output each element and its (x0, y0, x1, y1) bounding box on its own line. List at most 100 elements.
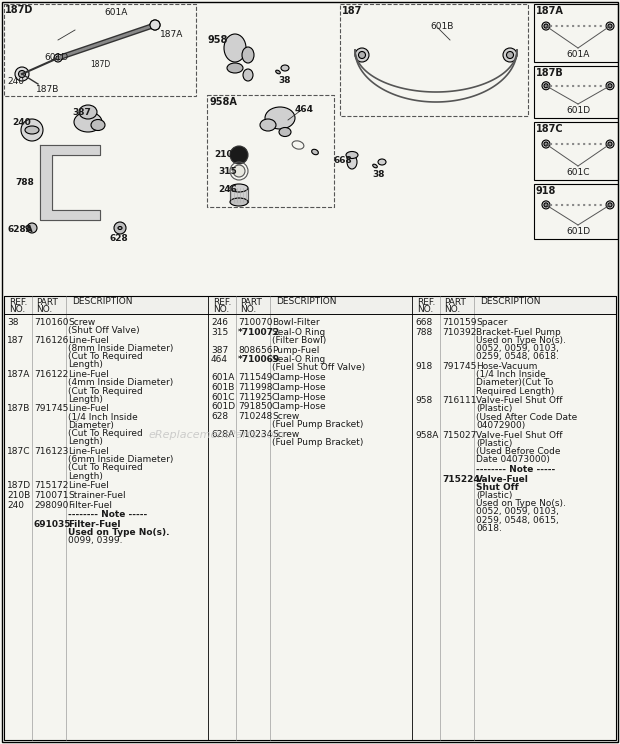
Text: 387: 387 (72, 108, 91, 117)
Text: NO.: NO. (444, 305, 460, 314)
Text: 0618.: 0618. (476, 524, 502, 533)
Text: Screw: Screw (272, 412, 299, 421)
Text: 187A: 187A (160, 30, 184, 39)
Text: (Shut Off Valve): (Shut Off Valve) (68, 326, 140, 336)
Text: 187B: 187B (7, 405, 30, 414)
Text: Clamp-Hose: Clamp-Hose (272, 393, 327, 402)
Text: 716123: 716123 (34, 447, 68, 456)
Text: NO.: NO. (9, 305, 25, 314)
Text: Line-Fuel: Line-Fuel (68, 405, 109, 414)
Text: 958A: 958A (209, 97, 237, 107)
Text: REF.: REF. (9, 298, 27, 307)
Polygon shape (40, 145, 100, 220)
Text: 715224: 715224 (442, 475, 480, 484)
Text: Pump-Fuel: Pump-Fuel (272, 346, 319, 355)
Text: Clamp-Hose: Clamp-Hose (272, 403, 327, 411)
Text: 187C: 187C (536, 124, 564, 134)
Text: Line-Fuel: Line-Fuel (68, 447, 109, 456)
Circle shape (608, 142, 612, 146)
Text: 791745: 791745 (34, 405, 68, 414)
Text: 315: 315 (218, 167, 237, 176)
Ellipse shape (260, 119, 276, 131)
Text: 38: 38 (372, 170, 384, 179)
Text: 187D: 187D (7, 481, 31, 490)
Text: 298090: 298090 (34, 501, 68, 510)
Text: 691035: 691035 (34, 520, 71, 529)
Text: 601B: 601B (211, 383, 234, 392)
Bar (207, 95, 334, 207)
Text: Screw: Screw (68, 318, 95, 327)
Ellipse shape (242, 47, 254, 63)
Text: 601B: 601B (430, 22, 453, 31)
Text: Clamp-Hose: Clamp-Hose (272, 373, 327, 382)
Text: 958: 958 (208, 35, 228, 45)
Text: Length): Length) (68, 395, 103, 404)
Circle shape (355, 48, 369, 62)
Text: NO.: NO. (36, 305, 52, 314)
Ellipse shape (230, 198, 248, 206)
Text: 387: 387 (211, 346, 228, 355)
Text: Valve-Fuel Shut Off: Valve-Fuel Shut Off (476, 431, 562, 440)
Text: NO.: NO. (417, 305, 433, 314)
Text: Used on Type No(s).: Used on Type No(s). (68, 528, 169, 537)
Ellipse shape (79, 105, 97, 119)
Text: NO.: NO. (213, 305, 229, 314)
Text: 716111: 716111 (442, 397, 477, 405)
Text: Bracket-Fuel Pump: Bracket-Fuel Pump (476, 327, 560, 337)
Text: 710392: 710392 (442, 327, 476, 337)
Text: Strainer-Fuel: Strainer-Fuel (68, 491, 126, 500)
Text: DESCRIPTION: DESCRIPTION (276, 298, 337, 307)
Bar (230, 188, 248, 202)
Text: 187B: 187B (36, 85, 60, 94)
Text: Valve-Fuel Shut Off: Valve-Fuel Shut Off (476, 397, 562, 405)
Ellipse shape (276, 70, 280, 74)
Text: Diameter)(Cut To: Diameter)(Cut To (476, 379, 553, 388)
Ellipse shape (224, 34, 246, 62)
Ellipse shape (74, 112, 102, 132)
Text: *710072: *710072 (238, 327, 280, 337)
Ellipse shape (347, 155, 357, 169)
Circle shape (544, 142, 548, 146)
Text: 187C: 187C (7, 447, 30, 456)
Text: 710234: 710234 (238, 430, 272, 439)
Text: 04072900): 04072900) (476, 421, 525, 430)
Circle shape (15, 67, 29, 81)
Circle shape (27, 223, 37, 233)
Circle shape (608, 84, 612, 88)
Text: 716122: 716122 (34, 371, 68, 379)
Bar (4, 296, 616, 314)
Text: NO.: NO. (240, 305, 256, 314)
Text: Used on Type No(s).: Used on Type No(s). (476, 336, 566, 345)
Circle shape (21, 119, 43, 141)
Text: (1/4 Inch Inside: (1/4 Inch Inside (68, 413, 138, 422)
Text: 791745: 791745 (442, 362, 476, 371)
Text: Date 04073000): Date 04073000) (476, 455, 550, 464)
Text: 710160: 710160 (34, 318, 68, 327)
Text: 187: 187 (7, 336, 24, 345)
Text: Used on Type No(s).: Used on Type No(s). (476, 499, 566, 508)
Text: 601A: 601A (566, 50, 590, 59)
Text: 240: 240 (12, 118, 31, 127)
Text: 710070: 710070 (238, 318, 273, 327)
Text: (Plastic): (Plastic) (476, 491, 512, 500)
Text: Filter-Fuel: Filter-Fuel (68, 520, 120, 529)
Text: 668: 668 (334, 156, 353, 165)
Text: Spacer: Spacer (476, 318, 507, 327)
Circle shape (608, 203, 612, 207)
Text: 187A: 187A (7, 371, 30, 379)
Text: (Cut To Required: (Cut To Required (68, 429, 143, 438)
Text: 710248: 710248 (238, 412, 272, 421)
Text: 628A: 628A (211, 430, 234, 439)
Text: 808656: 808656 (238, 346, 273, 355)
Text: 958A: 958A (415, 431, 438, 440)
Text: 715172: 715172 (34, 481, 68, 490)
Text: Bowl-Filter: Bowl-Filter (272, 318, 320, 327)
Ellipse shape (26, 226, 30, 230)
Text: 315: 315 (211, 327, 228, 337)
Text: 918: 918 (415, 362, 432, 371)
Text: PART: PART (240, 298, 262, 307)
Text: 788: 788 (415, 327, 432, 337)
Text: DESCRIPTION: DESCRIPTION (480, 298, 541, 307)
Circle shape (544, 84, 548, 88)
Text: 187D: 187D (5, 5, 33, 15)
